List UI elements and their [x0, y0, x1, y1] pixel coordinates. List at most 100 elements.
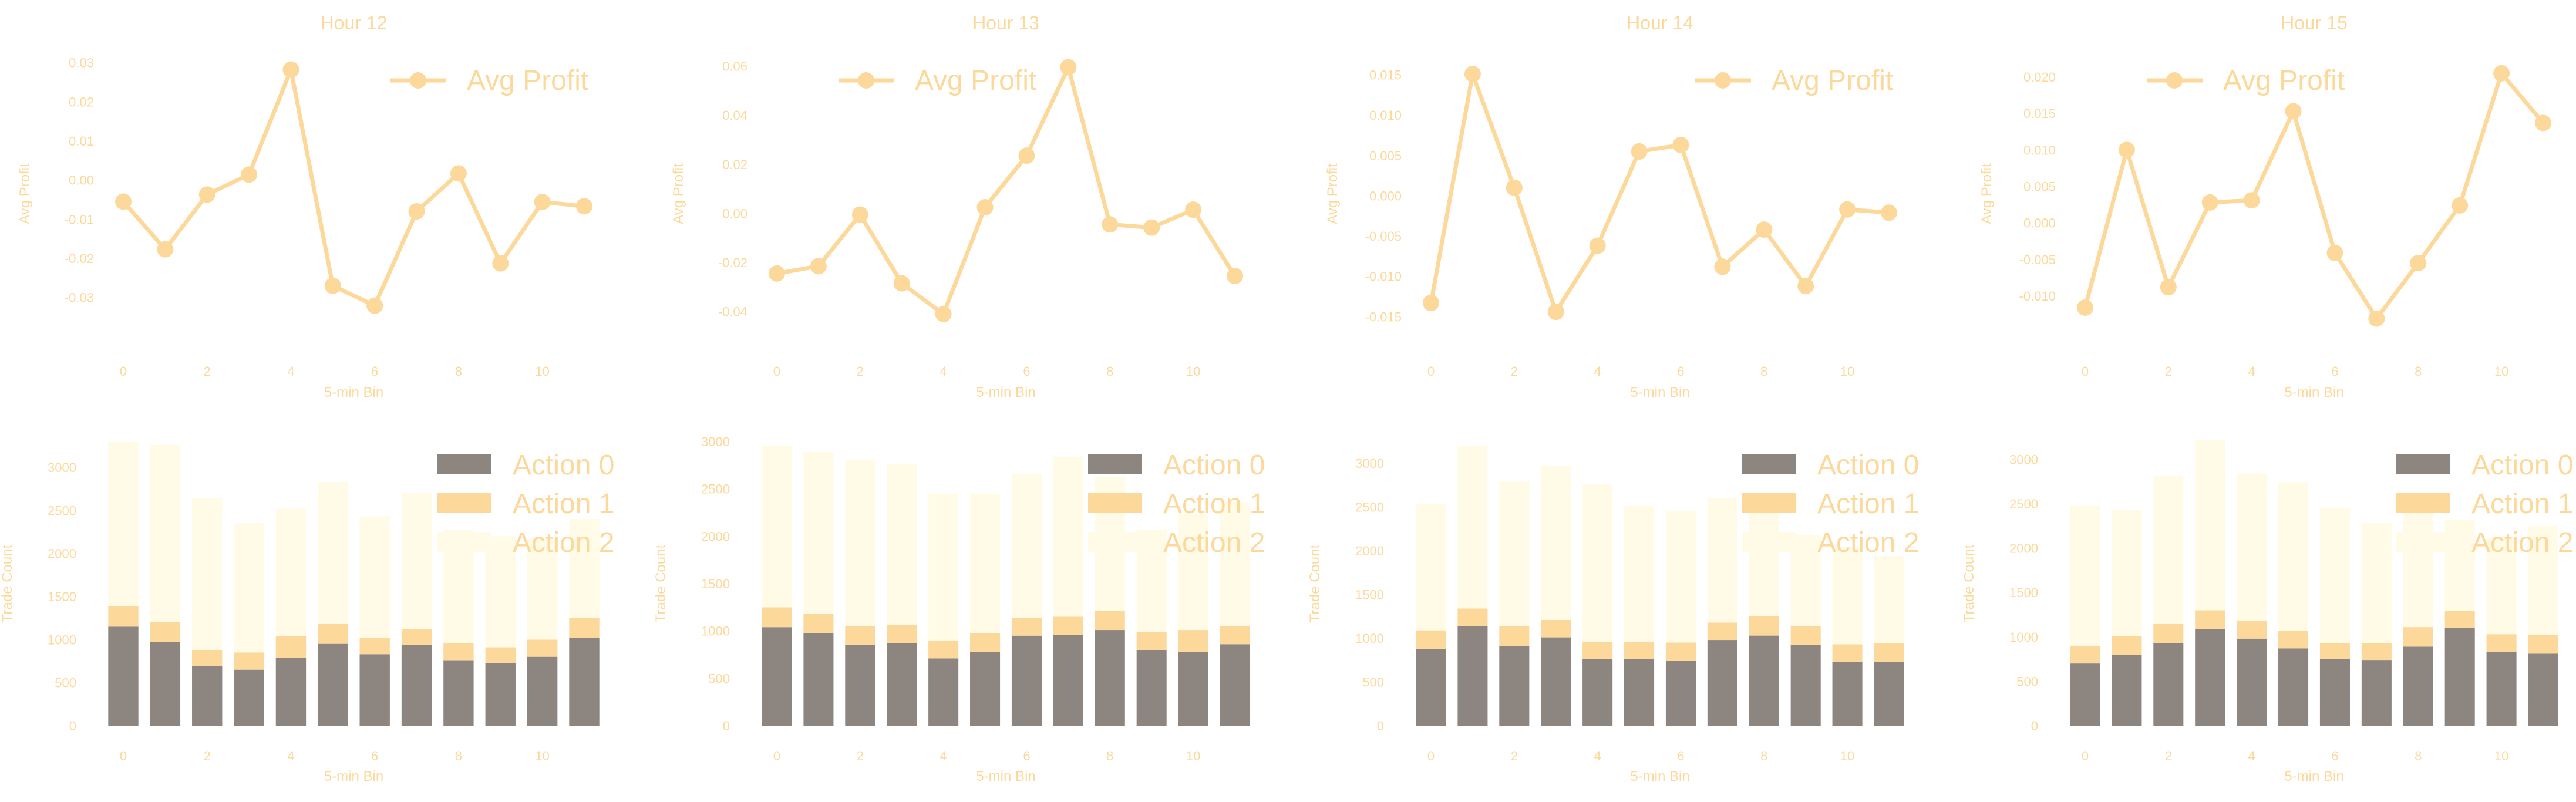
bar-action-1 — [1178, 630, 1208, 652]
bar-action-0 — [928, 658, 959, 726]
bar-action-0 — [845, 645, 875, 726]
data-point — [2368, 310, 2385, 327]
bar-action-1 — [1136, 632, 1167, 650]
bar-action-1 — [1582, 642, 1613, 659]
bar-action-2 — [1874, 556, 1904, 644]
x-tick-label: 6 — [1677, 749, 1684, 763]
data-point — [282, 61, 299, 78]
y-tick-label: 1500 — [2009, 585, 2038, 600]
x-axis-label: 5-min Bin — [324, 769, 383, 784]
data-point — [2326, 244, 2343, 261]
bar-action-1 — [108, 606, 139, 627]
bar-action-0 — [1178, 652, 1208, 726]
x-tick-label: 2 — [857, 749, 864, 763]
bar-action-0 — [1095, 630, 1125, 726]
y-tick-label: 0.000 — [1369, 188, 1402, 203]
data-point — [2160, 279, 2177, 296]
x-tick-label: 0 — [120, 364, 127, 379]
legend-label: Action 0 — [1817, 450, 1919, 481]
bar-action-2 — [318, 481, 348, 624]
bar-action-0 — [1136, 649, 1167, 726]
y-axis-label: Trade Count — [0, 544, 15, 622]
y-tick-label: 2500 — [1355, 500, 1384, 515]
bar-action-0 — [2237, 638, 2267, 726]
bar-action-0 — [1707, 640, 1737, 726]
x-tick-label: 2 — [2165, 749, 2172, 763]
data-point — [851, 206, 868, 223]
bar-action-1 — [1095, 611, 1125, 631]
x-tick-label: 6 — [1677, 364, 1684, 379]
x-tick-label: 6 — [371, 749, 378, 763]
x-axis-label: 5-min Bin — [976, 769, 1035, 784]
legend-swatch — [2396, 532, 2450, 552]
bar-action-1 — [569, 618, 600, 638]
bar-action-2 — [2153, 476, 2184, 624]
bar-action-1 — [803, 614, 834, 633]
bar-action-1 — [970, 632, 1001, 652]
y-tick-label: 3000 — [1355, 456, 1384, 471]
bar-action-0 — [359, 654, 390, 726]
y-tick-label: -0.01 — [65, 212, 94, 227]
bar-action-2 — [1457, 446, 1488, 609]
x-tick-label: 0 — [1427, 364, 1435, 379]
y-tick-label: 500 — [708, 671, 730, 686]
y-tick-label: 0.06 — [722, 59, 747, 74]
line-chart-2: Hour 13 -0.04 -0.02 0.00 0.02 0.04 0.06 0 2 4 6 8 10… — [671, 12, 1243, 400]
bar-action-1 — [2195, 610, 2225, 629]
bar-action-2 — [2195, 439, 2225, 611]
bar-action-2 — [2112, 510, 2142, 636]
x-tick-label: 2 — [204, 364, 211, 379]
bar-action-2 — [1624, 506, 1655, 642]
data-point — [2243, 192, 2260, 209]
bar-action-2 — [1582, 484, 1613, 642]
x-tick-label: 0 — [2082, 364, 2089, 379]
legend-label: Action 1 — [1163, 488, 1265, 520]
bar-action-0 — [150, 642, 181, 726]
bar-action-2 — [234, 523, 264, 653]
y-axis-label: Avg Profit — [1325, 163, 1341, 224]
bar-action-1 — [2486, 634, 2517, 652]
bar-action-0 — [1416, 648, 1446, 726]
bar-action-1 — [527, 639, 558, 657]
y-tick-label: -0.010 — [1365, 269, 1402, 284]
bar-action-2 — [1416, 503, 1446, 631]
x-tick-label: 0 — [1427, 749, 1435, 763]
bar-action-1 — [1832, 644, 1863, 662]
bar-action-2 — [1541, 466, 1571, 620]
y-tick-label: 1500 — [701, 577, 730, 591]
legend-marker — [410, 72, 426, 89]
data-point — [576, 198, 592, 215]
bar-action-1 — [2528, 635, 2558, 654]
bar-action-1 — [2070, 645, 2100, 664]
data-point — [2535, 114, 2551, 132]
x-tick-label: 4 — [1594, 749, 1601, 763]
data-point — [366, 297, 383, 314]
bar-action-0 — [1053, 635, 1083, 726]
data-point — [1631, 143, 1648, 160]
bar-action-0 — [275, 658, 307, 726]
data-point — [976, 199, 994, 215]
legend: Action 0 Action 1 Action 2 — [1742, 450, 1919, 558]
x-tick-label: 10 — [1840, 749, 1854, 763]
bar-action-0 — [443, 660, 474, 726]
legend: Avg Profit — [839, 65, 1036, 96]
bar-action-1 — [1053, 616, 1083, 635]
bar-action-2 — [359, 516, 390, 638]
y-tick-label: 1000 — [2009, 630, 2038, 645]
x-tick-label: 10 — [1186, 364, 1200, 379]
bar-action-0 — [234, 669, 264, 726]
x-tick-label: 6 — [2331, 749, 2338, 763]
bar-action-0 — [1749, 635, 1779, 726]
y-tick-label: 0.02 — [722, 157, 747, 172]
chart-title: Hour 15 — [2281, 12, 2348, 33]
bar-action-1 — [443, 643, 474, 661]
y-tick-label: 0 — [1377, 719, 1384, 733]
bar-action-0 — [2444, 628, 2475, 726]
data-point — [241, 166, 258, 183]
legend-swatch — [2396, 493, 2450, 513]
legend-label: Action 2 — [2471, 527, 2573, 558]
bar-action-2 — [527, 538, 558, 640]
x-tick-label: 0 — [773, 749, 780, 763]
legend: Action 0 Action 1 Action 2 — [1088, 450, 1265, 558]
y-tick-label: 0.010 — [1369, 108, 1402, 123]
